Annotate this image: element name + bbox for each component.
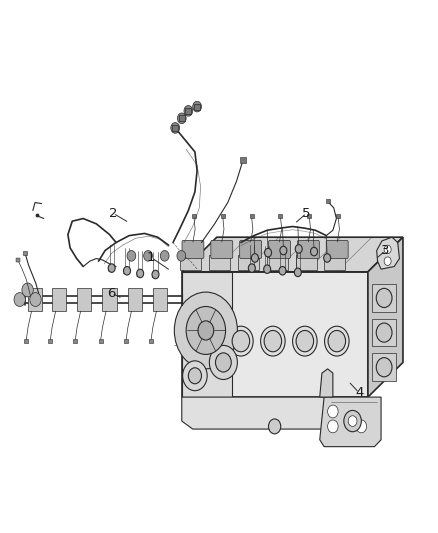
Bar: [267, 255, 288, 270]
Circle shape: [177, 251, 186, 261]
Circle shape: [328, 330, 346, 352]
FancyBboxPatch shape: [240, 240, 261, 259]
Text: 3: 3: [381, 244, 390, 257]
Text: 4: 4: [355, 386, 364, 399]
Circle shape: [348, 416, 357, 426]
Circle shape: [193, 101, 201, 112]
Bar: [296, 255, 317, 270]
Circle shape: [384, 257, 391, 265]
Bar: [153, 288, 167, 311]
Circle shape: [171, 123, 180, 133]
Bar: [102, 288, 117, 311]
Circle shape: [325, 326, 349, 356]
Bar: [372, 319, 396, 346]
Circle shape: [209, 345, 237, 379]
Circle shape: [124, 266, 131, 275]
Text: 2: 2: [109, 207, 117, 220]
Circle shape: [265, 248, 272, 257]
Circle shape: [177, 113, 186, 124]
Polygon shape: [182, 272, 232, 397]
Text: 5: 5: [302, 207, 311, 220]
Circle shape: [356, 420, 367, 433]
Circle shape: [232, 330, 250, 352]
Circle shape: [183, 361, 207, 391]
Circle shape: [127, 251, 136, 261]
FancyBboxPatch shape: [182, 240, 204, 259]
Bar: [128, 288, 142, 311]
Bar: [209, 255, 230, 270]
Circle shape: [229, 326, 253, 356]
FancyBboxPatch shape: [268, 240, 290, 259]
Circle shape: [248, 264, 255, 272]
Bar: [180, 255, 201, 270]
FancyBboxPatch shape: [326, 240, 348, 259]
Circle shape: [264, 265, 271, 273]
Circle shape: [384, 245, 391, 254]
Bar: [325, 255, 346, 270]
Circle shape: [279, 266, 286, 275]
Circle shape: [186, 306, 226, 354]
Polygon shape: [320, 369, 333, 397]
Circle shape: [251, 254, 258, 262]
Circle shape: [14, 293, 25, 306]
Circle shape: [324, 254, 331, 262]
Polygon shape: [377, 237, 399, 269]
Circle shape: [376, 358, 392, 377]
Circle shape: [22, 283, 33, 297]
Circle shape: [184, 106, 193, 116]
Text: 6: 6: [107, 287, 116, 300]
Circle shape: [328, 405, 338, 418]
Bar: [77, 288, 91, 311]
Circle shape: [198, 321, 214, 340]
Bar: [28, 288, 42, 311]
Bar: [52, 288, 66, 311]
Circle shape: [328, 420, 338, 433]
Circle shape: [264, 330, 282, 352]
FancyBboxPatch shape: [211, 240, 233, 259]
Circle shape: [108, 264, 115, 272]
Bar: [372, 353, 396, 381]
Circle shape: [294, 268, 301, 277]
Circle shape: [376, 288, 392, 308]
Circle shape: [311, 247, 318, 256]
Polygon shape: [182, 397, 368, 429]
Circle shape: [261, 326, 285, 356]
Bar: [372, 284, 396, 312]
Circle shape: [268, 419, 281, 434]
Circle shape: [144, 251, 152, 261]
Circle shape: [188, 368, 201, 384]
Circle shape: [295, 245, 302, 253]
Circle shape: [30, 293, 41, 306]
Circle shape: [152, 270, 159, 279]
Circle shape: [160, 251, 169, 261]
Circle shape: [174, 292, 237, 369]
Polygon shape: [368, 237, 403, 397]
Text: 1: 1: [147, 251, 155, 264]
Polygon shape: [182, 237, 403, 272]
Circle shape: [280, 246, 287, 255]
Bar: [238, 255, 259, 270]
Circle shape: [293, 326, 317, 356]
Circle shape: [296, 330, 314, 352]
Circle shape: [344, 410, 361, 432]
Circle shape: [376, 323, 392, 342]
Circle shape: [137, 269, 144, 278]
Polygon shape: [320, 397, 381, 447]
Circle shape: [215, 353, 231, 372]
FancyBboxPatch shape: [297, 240, 319, 259]
Polygon shape: [182, 272, 368, 397]
